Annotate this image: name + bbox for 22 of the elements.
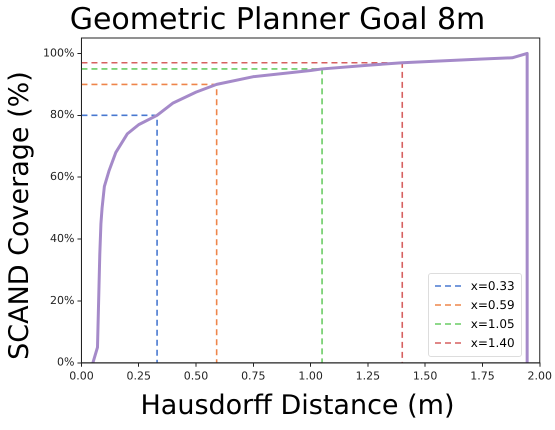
- legend-label: x=0.59: [470, 298, 515, 312]
- x-tick-label: 0.50: [184, 369, 208, 382]
- legend-label: x=1.05: [470, 317, 515, 332]
- x-tick-label: 1.00: [298, 369, 323, 382]
- x-tick-label: 0.25: [126, 369, 151, 382]
- legend-label: x=0.33: [470, 279, 515, 294]
- chart-title: Geometric Planner Goal 8m: [68, 1, 486, 39]
- x-tick-label: 1.50: [412, 369, 438, 382]
- x-tick-label: 0.00: [69, 369, 94, 382]
- y-tick-label: 20%: [50, 294, 74, 307]
- y-tick-label: 100%: [42, 46, 74, 60]
- x-tick-label: 1.75: [470, 369, 495, 382]
- x-tick-label: 1.25: [356, 369, 380, 382]
- y-tick-label: 40%: [50, 232, 74, 245]
- y-tick-label: 60%: [50, 170, 74, 184]
- y-axis-title: SCAND Coverage (%): [4, 70, 35, 360]
- x-axis-title: Hausdorff Distance (m): [140, 390, 456, 421]
- y-tick-label: 0%: [56, 356, 74, 369]
- y-tick-label: 80%: [50, 108, 74, 122]
- legend-label: x=1.40: [470, 336, 515, 350]
- x-tick-label: 2.00: [528, 369, 552, 382]
- x-tick-label: 0.75: [241, 369, 266, 382]
